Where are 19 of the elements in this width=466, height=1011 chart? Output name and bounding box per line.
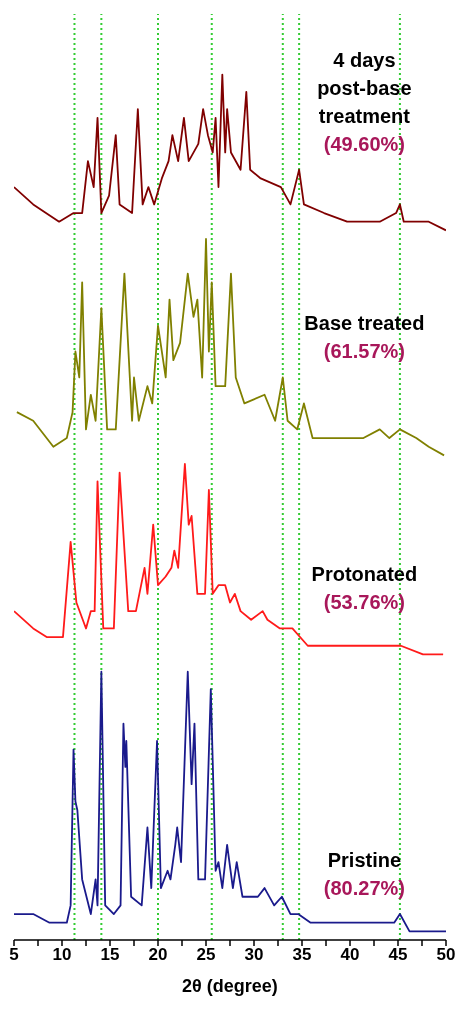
x-tick-label: 30 <box>244 945 264 965</box>
x-tick-label: 25 <box>196 945 216 965</box>
annotation: (61.57%) <box>322 339 406 365</box>
text: Base treated <box>304 312 425 335</box>
text: 4 days post-base treatment <box>317 48 412 127</box>
text: Protonated <box>311 563 418 586</box>
x-tick-label: 50 <box>436 945 456 965</box>
x-tick-label: 15 <box>100 945 120 965</box>
x-tick-label: 45 <box>388 945 408 965</box>
annotation: (49.60%) <box>322 131 406 157</box>
x-axis-title: 2θ (degree) <box>182 976 278 996</box>
x-tick-label: 5 <box>9 945 19 965</box>
x-tick-label: 20 <box>148 945 168 965</box>
text: Pristine <box>327 849 402 872</box>
annotation: (53.76%) <box>322 590 406 616</box>
x-tick-label: 40 <box>340 945 360 965</box>
x-tick-label: 10 <box>52 945 72 965</box>
annotation: (80.27%) <box>322 876 406 902</box>
x-tick-label: 35 <box>292 945 312 965</box>
